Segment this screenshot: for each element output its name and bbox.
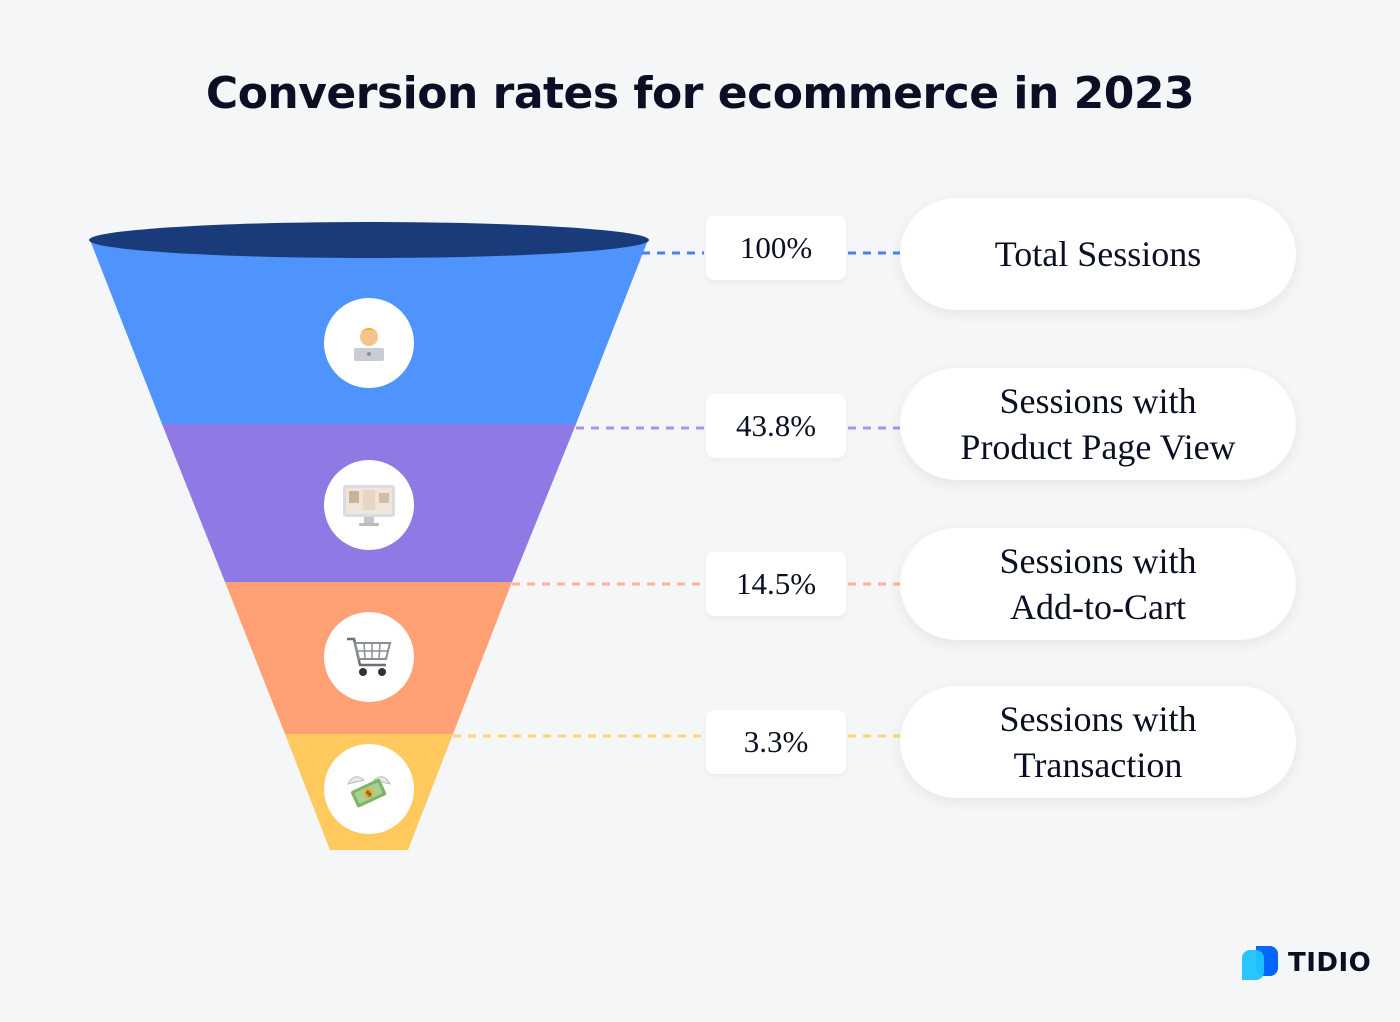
percent-label-product-page-view: 43.8% [706,394,846,458]
percent-label-total-sessions: 100% [706,216,846,280]
stage-label-transaction: Sessions with Transaction [900,686,1296,798]
money-with-wings-icon: $ [347,776,391,808]
stage-label-product-page-view: Sessions with Product Page View [900,368,1296,480]
stage-label-add-to-cart: Sessions with Add-to-Cart [900,528,1296,640]
tidio-logo-mark-icon [1240,944,1280,982]
funnel-rim [89,222,649,258]
stage-icon-circle [324,298,414,388]
stage-icon-circle: $ [324,744,414,834]
percent-label-add-to-cart: 14.5% [706,552,846,616]
tidio-logo-text: TIDIO [1288,948,1372,978]
person-with-laptop-icon [354,328,384,361]
percent-label-transaction: 3.3% [706,710,846,774]
tidio-logo: TIDIO [1240,944,1371,982]
stage-label-total-sessions: Total Sessions [900,198,1296,310]
stage-icon-circle [324,460,414,550]
chart-title: Conversion rates for ecommerce in 2023 [205,68,1195,119]
shopping-cart-icon [347,637,392,676]
desktop-computer-icon [343,485,395,526]
svg-text:$: $ [364,788,373,799]
stage-icon-circle [324,612,414,702]
